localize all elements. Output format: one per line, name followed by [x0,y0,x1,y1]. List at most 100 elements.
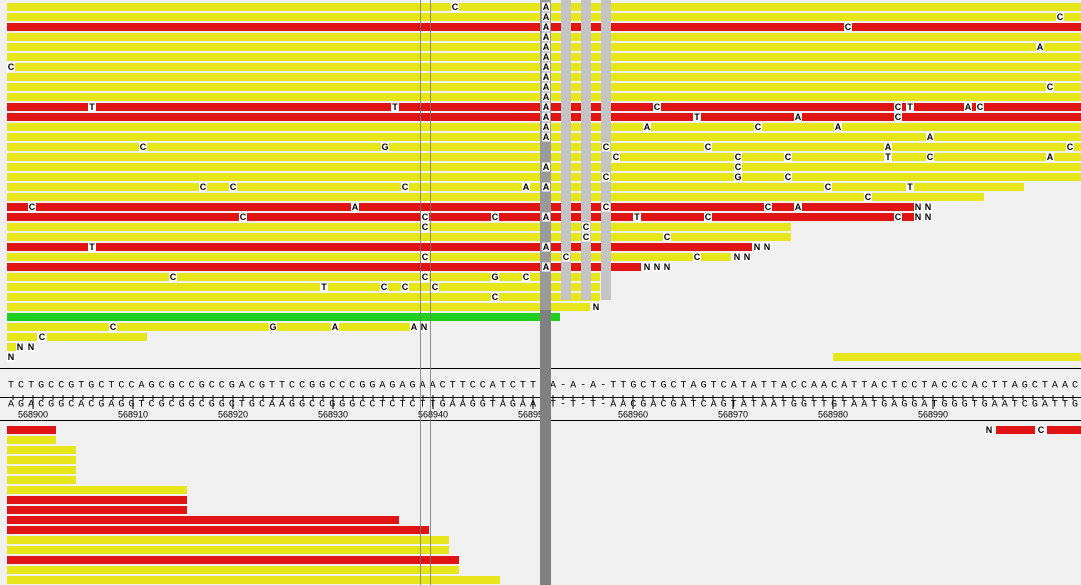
mismatch-box [784,172,792,182]
mismatch-box [643,122,651,132]
mismatch: N [17,342,24,352]
mismatch-box [964,102,972,112]
mismatch-box [491,212,499,222]
read [47,333,147,341]
mismatch-box [734,152,742,162]
mismatch-box [542,52,550,62]
mismatch-box [542,2,550,12]
mismatch-box [844,22,852,32]
mismatch: A [543,42,550,52]
mismatch-box [542,42,550,52]
mismatch-box [1037,425,1045,435]
mismatch: C [845,22,852,32]
mismatch: N [925,202,932,212]
mismatch: N [925,212,932,222]
mismatch-box [421,222,429,232]
mismatch-box [643,262,651,272]
read [7,496,187,504]
mismatch: C [422,212,429,222]
mismatch-box [704,142,712,152]
mismatch-box [784,152,792,162]
mismatch: A [543,32,550,42]
mismatch: C [8,62,15,72]
read [7,456,76,464]
mismatch-box [906,182,914,192]
mismatch: C [603,142,610,152]
mismatch: C [654,102,661,112]
mismatch-box [542,122,550,132]
mismatch: C [240,212,247,222]
mismatch: T [89,242,95,252]
mismatch: C [785,172,792,182]
read [7,566,459,574]
read [7,333,37,341]
mismatch: A [543,22,550,32]
mismatch-box [894,102,902,112]
mismatch: C [583,232,590,242]
mismatch: C [705,142,712,152]
mismatch-box [28,202,36,212]
mismatch: A [352,202,359,212]
read [7,233,791,241]
mismatch-box [542,92,550,102]
mismatch-box [653,102,661,112]
read [7,313,560,321]
mismatch: C [664,232,671,242]
mismatch: C [1067,142,1074,152]
mismatch: G [491,272,498,282]
mismatch: A [523,182,530,192]
mismatch: A [543,82,550,92]
mismatch: C [583,222,590,232]
mismatch: C [927,152,934,162]
mismatch-box [1036,42,1044,52]
mismatch: A [543,122,550,132]
mismatch-box [663,232,671,242]
mismatch-box [320,282,328,292]
mismatch: N [28,342,35,352]
mismatch-box [431,282,439,292]
mismatch: A [543,212,550,222]
mismatch-box [542,242,550,252]
mismatch-box [421,212,429,222]
top-mismatches: C AA CA CAA AAC AAA CAT T A C C T A CA T A CA A C AA AC G C C A C… [7,2,1074,362]
mismatch-box [734,162,742,172]
mismatch: A [543,62,550,72]
read [996,426,1035,434]
mismatch: C [452,2,459,12]
mismatch: N [986,425,993,435]
mismatch-box [985,425,993,435]
mismatch-box [753,242,761,252]
mismatch-box [693,252,701,262]
mismatch-box [7,352,15,362]
mismatch: C [785,152,792,162]
mismatch: A [885,142,892,152]
mismatch: A [927,132,934,142]
read [7,506,187,514]
mismatch-box [914,202,922,212]
mismatch-box [884,152,892,162]
mismatch-box [542,102,550,112]
read [7,223,791,231]
mismatch: T [694,112,700,122]
mismatch-box [542,182,550,192]
mismatch: A [1047,152,1054,162]
mismatch-box [1056,12,1064,22]
mismatch: T [392,102,398,112]
mismatch: T [907,102,913,112]
mismatch: A [543,52,550,62]
read [7,303,590,311]
mismatch: N [644,262,651,272]
mismatch: C [735,162,742,172]
insertion-column [540,310,551,585]
mismatch-box [653,262,661,272]
read [7,343,17,351]
read [7,516,399,524]
read [7,183,1024,191]
mismatch-box [522,272,530,282]
mismatch: A [543,132,550,142]
mismatch-box [381,142,389,152]
mismatch: C [694,252,701,262]
mismatch-box [542,212,550,222]
mismatch: C [613,152,620,162]
